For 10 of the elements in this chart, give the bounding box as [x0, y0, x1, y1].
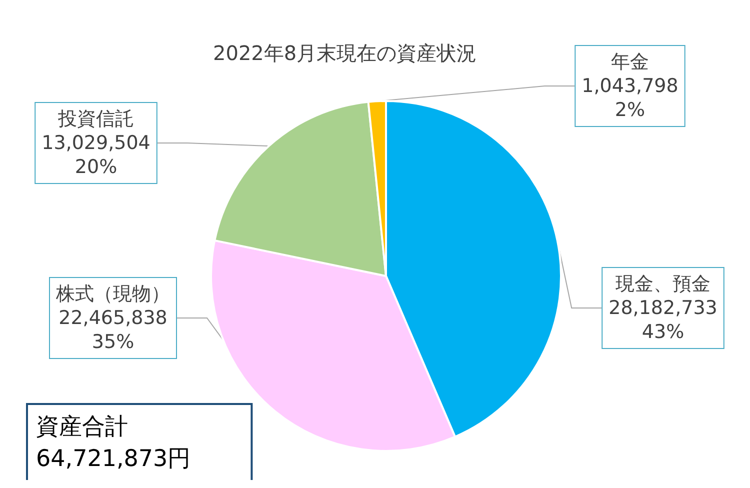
- data-label: 13,029,504 20%: [42, 132, 150, 178]
- text: 資産合計 64,721,873円: [36, 414, 191, 472]
- slice-label: 株式（現物）: [55, 283, 170, 305]
- data-label: 22,465,838 35%: [58, 307, 168, 353]
- data-label: 1,043,798 2%: [582, 75, 678, 121]
- data-label: 28,182,733 43%: [608, 297, 718, 343]
- slice-label: 年金: [611, 51, 649, 73]
- chart-title: 2022年8月末現在の資産状況: [213, 41, 477, 65]
- slice-label: 投資信託: [57, 108, 134, 130]
- slice-label: 現金、預金: [616, 273, 710, 295]
